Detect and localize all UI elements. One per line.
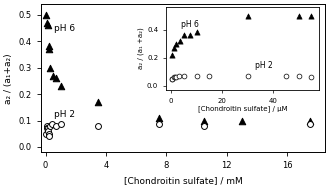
Point xyxy=(201,119,207,122)
Point xyxy=(49,123,54,126)
Point xyxy=(46,130,51,133)
Point xyxy=(58,123,63,126)
Point xyxy=(44,13,49,16)
Point xyxy=(45,127,50,130)
Point xyxy=(181,34,187,37)
Text: pH 6: pH 6 xyxy=(54,24,75,33)
Point xyxy=(307,123,312,126)
Point xyxy=(201,124,207,127)
Point xyxy=(170,77,175,80)
Point xyxy=(283,74,289,77)
Point xyxy=(309,14,314,17)
Point xyxy=(171,46,176,49)
Point xyxy=(207,74,212,77)
Point xyxy=(44,21,50,24)
Point xyxy=(47,48,52,51)
Point xyxy=(54,124,59,127)
Text: pH 2: pH 2 xyxy=(255,60,273,70)
Point xyxy=(47,124,53,127)
Point xyxy=(45,127,50,130)
Point xyxy=(307,119,312,122)
Point xyxy=(173,75,179,78)
Point xyxy=(188,34,193,37)
Point xyxy=(46,132,51,135)
Point xyxy=(156,116,162,119)
Point xyxy=(54,77,59,80)
Point xyxy=(194,74,199,77)
Point xyxy=(47,66,53,69)
Point xyxy=(58,85,63,88)
Point xyxy=(245,14,250,17)
Point xyxy=(96,101,101,104)
Text: pH 2: pH 2 xyxy=(54,110,75,119)
Point xyxy=(181,74,187,77)
Point xyxy=(239,119,244,122)
Point xyxy=(96,124,101,127)
Point xyxy=(169,77,174,80)
Point xyxy=(170,53,175,57)
Point xyxy=(172,76,177,79)
X-axis label: [Chondroitin sulfate] / μM: [Chondroitin sulfate] / μM xyxy=(198,105,287,112)
Point xyxy=(177,39,183,42)
Point xyxy=(44,124,50,127)
Point xyxy=(176,74,181,77)
Point xyxy=(245,74,250,77)
Point xyxy=(47,135,52,138)
Point xyxy=(45,24,50,27)
Point xyxy=(46,45,51,48)
Y-axis label: a₂ / (a₁ +a₂): a₂ / (a₁ +a₂) xyxy=(138,28,144,70)
Point xyxy=(44,132,49,135)
Point xyxy=(173,42,179,45)
X-axis label: [Chondroitin sulfate] / mM: [Chondroitin sulfate] / mM xyxy=(124,176,242,185)
Text: pH 6: pH 6 xyxy=(181,20,199,29)
Point xyxy=(296,74,301,77)
Point xyxy=(194,31,199,34)
Y-axis label: a₂ / (a₁+a₂): a₂ / (a₁+a₂) xyxy=(4,53,13,104)
Point xyxy=(171,76,176,79)
Point xyxy=(309,75,314,78)
Point xyxy=(156,123,162,126)
Point xyxy=(50,74,56,77)
Point xyxy=(296,14,301,17)
